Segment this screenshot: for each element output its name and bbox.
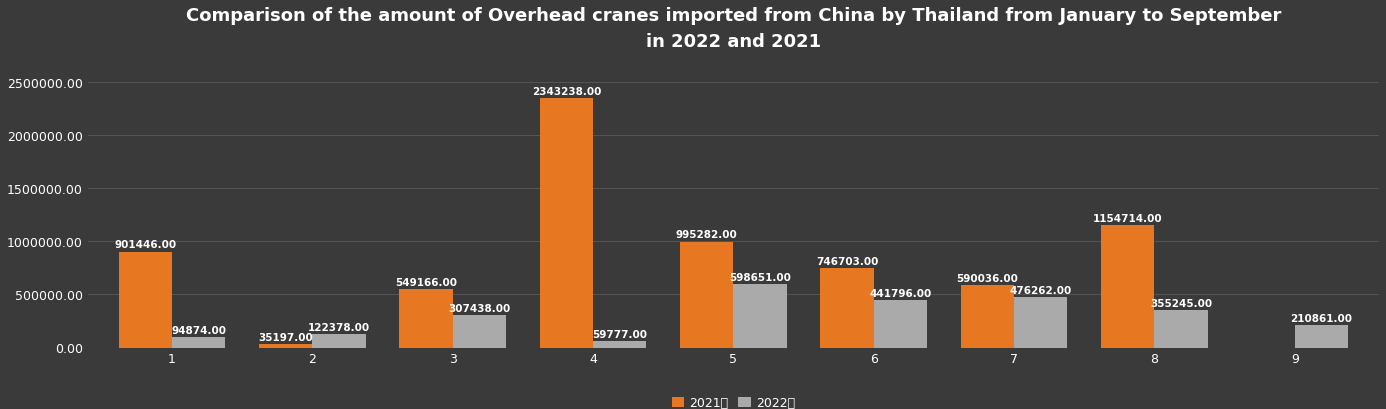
Text: 1154714.00: 1154714.00 (1094, 213, 1163, 223)
Text: 122378.00: 122378.00 (308, 323, 370, 333)
Bar (733, 284, 787, 348)
Bar (1015, 297, 1067, 348)
Bar (539, 99, 593, 348)
Bar (399, 289, 453, 348)
Text: 35197.00: 35197.00 (258, 332, 313, 342)
Bar (960, 285, 1015, 348)
Text: 590036.00: 590036.00 (956, 273, 1019, 283)
Bar (593, 341, 646, 348)
Bar (873, 301, 927, 348)
Text: 307438.00: 307438.00 (448, 303, 510, 313)
Bar (172, 337, 226, 348)
Bar (453, 315, 506, 348)
Bar (681, 242, 733, 348)
Bar (821, 268, 873, 348)
Text: 476262.00: 476262.00 (1009, 285, 1071, 295)
Text: 598651.00: 598651.00 (729, 272, 791, 282)
Text: 355245.00: 355245.00 (1150, 298, 1213, 308)
Text: 94874.00: 94874.00 (170, 326, 226, 335)
Title: Comparison of the amount of Overhead cranes imported from China by Thailand from: Comparison of the amount of Overhead cra… (186, 7, 1281, 51)
Bar (1295, 325, 1349, 348)
Legend: 2021年, 2022年: 2021年, 2022年 (667, 391, 800, 409)
Bar (259, 344, 312, 348)
Bar (1100, 225, 1155, 348)
Text: 746703.00: 746703.00 (816, 256, 879, 266)
Bar (1155, 310, 1207, 348)
Text: 549166.00: 549166.00 (395, 277, 457, 287)
Text: 901446.00: 901446.00 (114, 240, 176, 250)
Text: 210861.00: 210861.00 (1290, 313, 1353, 323)
Bar (312, 335, 366, 348)
Text: 441796.00: 441796.00 (869, 289, 931, 299)
Bar (119, 252, 172, 348)
Text: 995282.00: 995282.00 (676, 230, 737, 240)
Text: 59777.00: 59777.00 (592, 329, 647, 339)
Text: 2343238.00: 2343238.00 (532, 87, 602, 97)
